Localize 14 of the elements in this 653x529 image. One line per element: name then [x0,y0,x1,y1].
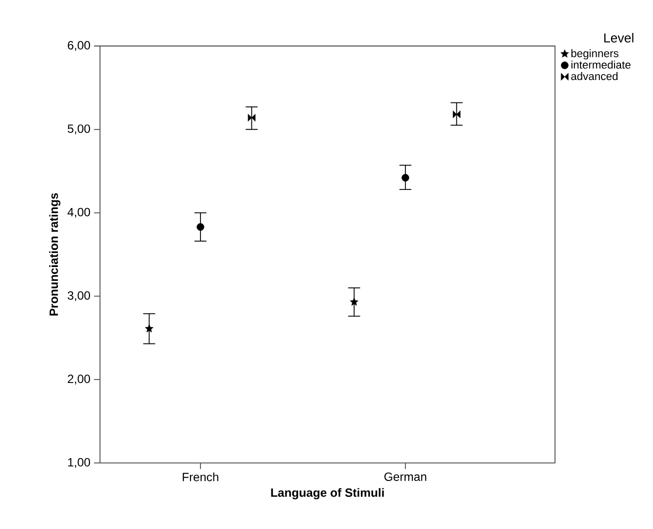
y-tick-label: 6,00 [68,41,90,51]
y-tick-label: 5,00 [68,124,90,134]
legend-label: intermediate [571,60,631,69]
y-tick-label: 4,00 [68,208,90,218]
legend-label: advanced [571,72,618,80]
y-axis-title: Pronunciation ratings [49,193,60,316]
legend-label: beginners [571,49,618,60]
x-tick-label: French [182,472,218,482]
legend-title: Level [604,32,634,42]
x-axis-title: Language of Stimuli [271,488,384,500]
y-tick-label: 1,00 [68,458,90,468]
y-tick-label: 2,00 [68,374,90,385]
y-tick-label: 3,00 [68,291,90,302]
x-tick-label: German [384,472,426,481]
